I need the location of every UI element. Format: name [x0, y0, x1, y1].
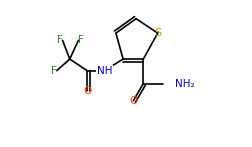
Text: O: O	[83, 86, 91, 96]
Text: F: F	[57, 35, 62, 45]
Text: F: F	[51, 66, 57, 76]
Text: NH: NH	[97, 66, 112, 76]
Text: S: S	[154, 28, 161, 38]
Text: O: O	[129, 96, 137, 106]
Text: NH₂: NH₂	[175, 79, 195, 89]
Text: F: F	[78, 35, 84, 45]
